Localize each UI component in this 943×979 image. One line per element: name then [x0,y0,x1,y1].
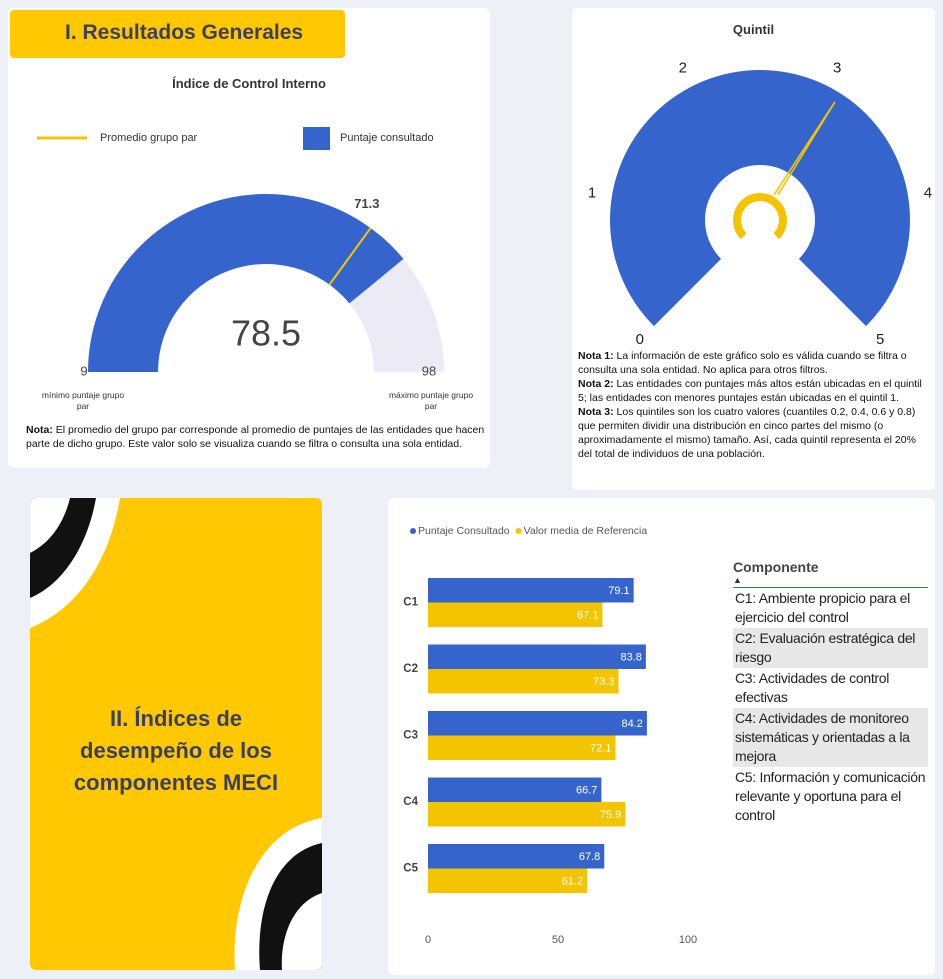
table-body: C1: Ambiente propicio para el ejercicio … [733,587,928,826]
header-box: I. Resultados Generales [10,10,345,58]
note-text: El promedio del grupo par corresponde al… [26,424,485,450]
gauge-note: Nota: El promedio del grupo par correspo… [26,423,486,451]
table-header: Componente [733,559,819,575]
quintil-note: Nota 2: Las entidades con puntajes más a… [578,377,928,405]
note-text: Los quintiles son los cuatro valores (cu… [578,406,916,460]
note-text: La información de este gráfico solo es v… [578,350,907,376]
table-row: C3: Actividades de control efectivas [735,670,890,705]
quintil-title: Quintil [732,22,775,37]
component-table: Componente ▲ C1: Ambiente propicio para … [733,559,928,826]
decor-white [30,498,70,553]
decor-white [281,893,322,970]
note-label: Nota 1: [578,350,614,362]
note-label: Nota 2: [578,378,614,390]
note-label: Nota 3: [578,406,614,418]
note-text: Las entidades con puntajes más altos est… [578,378,922,404]
section-title: II. Índices de desempeño de los componen… [73,706,279,795]
note-label: Nota: [26,424,53,436]
table-row: C2: Evaluación estratégica del riesgo [733,628,928,668]
quintil-notes: Nota 1: La información de este gráfico s… [578,349,928,461]
gauge-title: Índice de Control Interno [172,76,326,91]
header-title: I. Resultados Generales [65,21,304,44]
card-decor [30,498,322,970]
table-row: C5: Información y comunicación relevante… [735,769,926,823]
quintil-note: Nota 1: La información de este gráfico s… [578,349,928,377]
quintil-note: Nota 3: Los quintiles son los cuatro val… [578,405,928,461]
section-card: II. Índices de desempeño de los componen… [30,498,322,970]
table-row: C1: Ambiente propicio para el ejercicio … [735,590,910,625]
sort-indicator: ▲ [733,575,742,585]
table-row: C4: Actividades de monitoreo sistemática… [733,708,928,767]
